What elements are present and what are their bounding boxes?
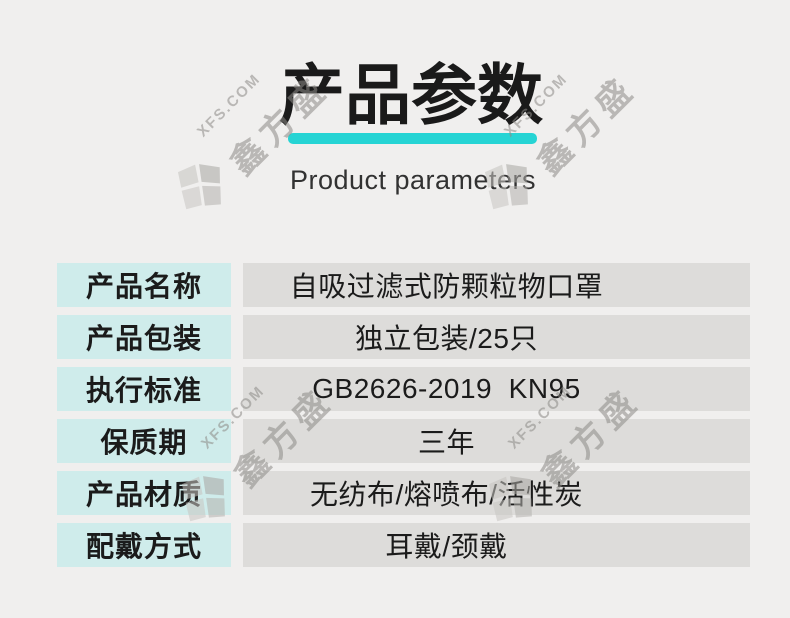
page-title: 产品参数 <box>279 58 543 132</box>
spec-row-value: 耳戴/颈戴 <box>243 523 750 567</box>
spec-row-value: 自吸过滤式防颗粒物口罩 <box>243 263 750 307</box>
spec-row-value: GB2626-2019 KN95 <box>243 367 750 411</box>
title-accent-underline <box>288 133 537 144</box>
spec-row-label: 执行标准 <box>57 367 231 411</box>
spec-row-label: 产品名称 <box>57 263 231 307</box>
table-row: 产品包装 独立包装/25只 <box>57 315 750 359</box>
table-row: 配戴方式 耳戴/颈戴 <box>57 523 750 567</box>
table-row: 保质期 三年 <box>57 419 750 463</box>
spec-row-value: 独立包装/25只 <box>243 315 750 359</box>
table-row: 产品名称 自吸过滤式防颗粒物口罩 <box>57 263 750 307</box>
spec-row-label: 配戴方式 <box>57 523 231 567</box>
page-subtitle: Product parameters <box>289 165 537 195</box>
spec-row-label: 产品包装 <box>57 315 231 359</box>
spec-row-value: 无纺布/熔喷布/活性炭 <box>243 471 750 515</box>
spec-row-label: 产品材质 <box>57 471 231 515</box>
spec-row-label: 保质期 <box>57 419 231 463</box>
spec-table: 产品名称 自吸过滤式防颗粒物口罩 产品包装 独立包装/25只 执行标准 GB26… <box>57 263 750 575</box>
table-row: 执行标准 GB2626-2019 KN95 <box>57 367 750 411</box>
spec-row-value: 三年 <box>243 419 750 463</box>
table-row: 产品材质 无纺布/熔喷布/活性炭 <box>57 471 750 515</box>
